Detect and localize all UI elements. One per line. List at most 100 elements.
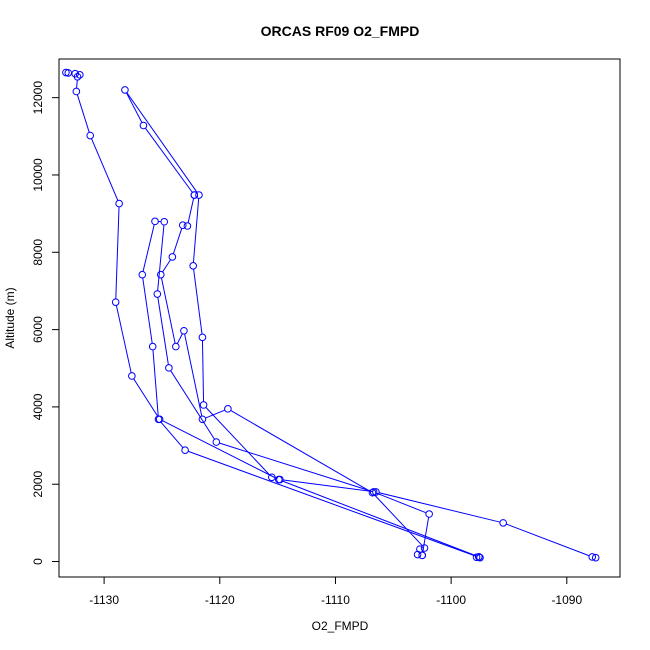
data-point	[165, 364, 173, 372]
x-tick-label: -1130	[89, 593, 119, 607]
series-segment	[188, 450, 477, 557]
series-segment	[184, 334, 203, 416]
data-point	[190, 191, 199, 199]
series-segment	[187, 198, 195, 223]
data-point	[224, 405, 232, 413]
data-point	[151, 217, 159, 226]
data-point	[368, 488, 377, 497]
plot-frame	[58, 58, 621, 578]
data-point	[148, 342, 157, 351]
series-segment	[422, 517, 430, 552]
series-segment	[374, 494, 423, 546]
x-tick-label: -1100	[436, 593, 466, 607]
series-2	[161, 198, 423, 546]
series-segment	[91, 138, 119, 201]
data-point	[138, 270, 147, 279]
chart-title: ORCAS RF09 O2_FMPD	[261, 23, 420, 39]
series-segment	[157, 225, 165, 291]
x-axis-label: O2_FMPD	[312, 619, 369, 633]
data-point	[115, 199, 123, 208]
x-tick-label: -1120	[205, 593, 235, 607]
data-point	[588, 553, 597, 561]
x-tick-label: -1090	[551, 593, 582, 607]
series-segment	[126, 92, 198, 193]
series-segment	[142, 278, 153, 344]
x-axis: -1130 -1120 -1110 -1100 -1090	[89, 576, 582, 607]
data-point	[189, 262, 197, 270]
series-segment	[157, 297, 169, 365]
y-axis: 0 2000 4000 6000 8000 10000 12000	[31, 81, 60, 565]
x-tick-label: -1110	[321, 593, 350, 607]
series-segment	[283, 479, 373, 493]
data-point	[72, 87, 81, 96]
data-point	[212, 438, 221, 446]
series-segment	[205, 407, 270, 476]
data-point	[476, 553, 484, 562]
series-segment	[160, 421, 184, 448]
data-point	[425, 510, 433, 518]
y-tick-label: 2000	[31, 471, 45, 498]
y-tick-label: 0	[31, 558, 45, 565]
series-segment	[76, 80, 78, 89]
y-tick-label: 8000	[31, 239, 45, 266]
data-point	[199, 401, 208, 409]
series-segment	[205, 409, 225, 419]
series-segment	[115, 305, 132, 373]
series-segment	[506, 523, 590, 557]
data-point	[195, 191, 203, 199]
data-point	[413, 550, 422, 559]
series-3	[142, 221, 477, 557]
series-segment	[152, 350, 159, 416]
data-point	[155, 415, 164, 424]
series-segment	[379, 492, 500, 523]
data-point	[181, 446, 189, 455]
data-point	[420, 544, 429, 552]
series-segment	[76, 94, 90, 133]
data-point	[111, 298, 120, 306]
series-segment	[193, 269, 203, 334]
series-segment	[162, 420, 276, 479]
data-point	[160, 217, 169, 226]
data-point	[369, 488, 378, 496]
series-segment	[145, 128, 193, 193]
data-point	[268, 473, 276, 482]
data-point	[156, 270, 165, 279]
series-segment	[126, 92, 143, 123]
data-point	[274, 475, 283, 484]
data-point	[499, 519, 507, 527]
series-segment	[142, 224, 155, 272]
series-segment	[219, 442, 371, 492]
series-segment	[176, 333, 183, 344]
series-segment	[192, 198, 200, 263]
data-point	[418, 551, 427, 560]
data-point	[198, 415, 207, 424]
y-tick-label: 4000	[31, 393, 45, 420]
points-layer	[62, 68, 600, 562]
series-4	[76, 80, 476, 557]
data-point	[475, 553, 483, 561]
data-point	[168, 253, 177, 261]
data-point	[183, 222, 192, 230]
data-point	[198, 333, 207, 342]
y-tick-label: 12000	[31, 81, 45, 115]
data-point	[372, 488, 380, 496]
data-point	[139, 121, 148, 130]
y-tick-label: 10000	[31, 158, 45, 192]
y-tick-label: 6000	[31, 316, 45, 343]
series-segment	[162, 259, 171, 273]
data-point	[128, 372, 136, 380]
series-segment	[230, 410, 370, 492]
series-segment	[161, 278, 176, 344]
series-segment	[115, 207, 120, 299]
y-axis-label: Altitude (m)	[3, 287, 17, 348]
data-point	[121, 86, 129, 94]
series-segment	[133, 378, 159, 417]
data-point	[178, 221, 187, 230]
data-point	[76, 71, 84, 79]
data-point	[86, 131, 95, 140]
series-segment	[201, 340, 205, 402]
series-layer	[76, 80, 590, 557]
series-segment	[170, 370, 215, 440]
data-point	[180, 326, 188, 335]
